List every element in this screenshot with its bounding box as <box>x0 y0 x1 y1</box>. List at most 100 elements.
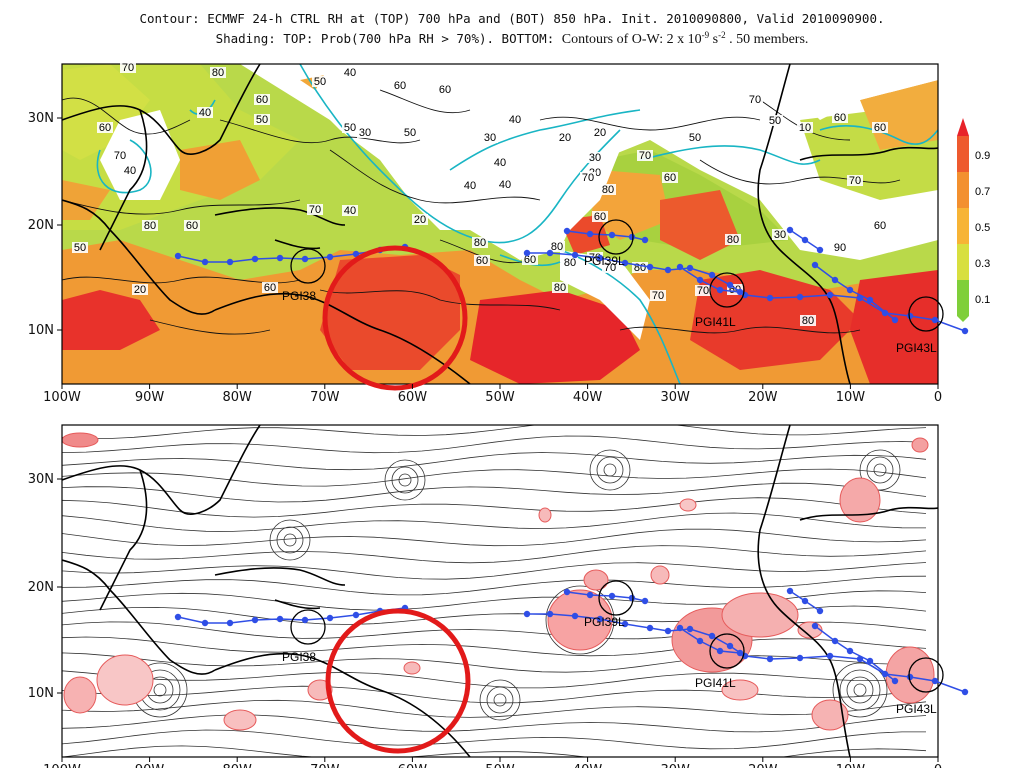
track-point <box>708 632 716 640</box>
contour-label: 80 <box>564 257 576 269</box>
storm-label: PGI43L <box>896 702 937 716</box>
contour-label: 80 <box>602 184 614 196</box>
storm-label: PGI41L <box>695 676 736 690</box>
contour-label: 80 <box>144 220 156 232</box>
lat-tick-label: 20N <box>28 218 54 233</box>
storm-label: PGI38 <box>282 289 316 303</box>
storm-circle <box>598 219 634 255</box>
lon-tick-label: 80W <box>222 390 252 405</box>
track-point <box>226 619 234 627</box>
contour-label: 30 <box>484 132 496 144</box>
streamline-eddy <box>398 473 412 487</box>
track-point <box>563 227 571 235</box>
contour-label: 80 <box>802 315 814 327</box>
streamline-eddy <box>846 676 874 704</box>
track-line <box>679 266 741 293</box>
coastlines <box>62 425 938 757</box>
contour-label: 20 <box>594 127 606 139</box>
track-point <box>326 614 334 622</box>
track-point <box>596 254 604 262</box>
streamline-eddy <box>596 456 624 484</box>
contour-label: 90 <box>834 242 846 254</box>
lon-tick-label: 20W <box>748 763 778 768</box>
track-point <box>811 622 819 630</box>
lon-tick-label: 40W <box>573 763 603 768</box>
track-point <box>831 637 839 645</box>
bottom-panel: PGI38 PGI39L PGI41L PGI43L <box>61 424 969 758</box>
streamline <box>62 729 926 750</box>
track-point <box>586 230 594 238</box>
track-point <box>621 620 629 628</box>
contour-label: 70 <box>849 175 861 187</box>
lon-tick-label: 50W <box>485 763 515 768</box>
contour-label: 30 <box>359 127 371 139</box>
contour-label: 60 <box>264 282 276 294</box>
streamline <box>62 512 927 532</box>
streamline-eddy <box>832 662 888 718</box>
contour-label: 50 <box>256 114 268 126</box>
storm-circle <box>709 633 745 669</box>
track-point <box>621 259 629 267</box>
track-point <box>866 657 874 665</box>
contour-label: 60 <box>594 211 606 223</box>
colorbar: 0.9 0.7 0.5 0.3 0.1 <box>957 118 990 322</box>
track-point <box>726 642 734 650</box>
contour-label: 40 <box>344 67 356 79</box>
lon-tick-label: 100W <box>43 763 81 768</box>
figure-title-line1: Contour: ECMWF 24-h CTRL RH at (TOP) 700… <box>139 11 885 26</box>
streamline <box>62 670 927 689</box>
colorbar-label: 0.1 <box>975 294 990 306</box>
track-point <box>716 286 724 294</box>
track-point <box>523 249 531 257</box>
contour-label: 60 <box>664 172 676 184</box>
contour-label: 80 <box>634 262 646 274</box>
track-point <box>846 286 854 294</box>
contour-label: 60 <box>476 255 488 267</box>
lon-tick-label: 70W <box>310 763 340 768</box>
streamline <box>62 425 927 439</box>
contour-label: 70 <box>652 290 664 302</box>
contour-label: 50 <box>74 242 86 254</box>
streamline <box>62 482 927 503</box>
lat-tick-label: 20N <box>28 580 54 595</box>
track-point <box>352 250 360 258</box>
highlight-circle <box>322 245 468 391</box>
storm-label: PGI38 <box>282 650 316 664</box>
track-point <box>726 281 734 289</box>
lon-tick-label: 30W <box>660 763 690 768</box>
storm-labels: PGI38 PGI39L PGI41L PGI43L <box>282 254 937 355</box>
lon-tick-label: 60W <box>398 763 428 768</box>
track-point <box>676 263 684 271</box>
track-line <box>679 627 741 654</box>
track-point <box>628 233 636 241</box>
contour-label: 40 <box>199 107 211 119</box>
streamline-eddy <box>493 693 507 707</box>
track-point <box>571 612 579 620</box>
track-point <box>523 610 531 618</box>
track-point <box>326 253 334 261</box>
streamline <box>62 636 927 657</box>
lat-tick-label: 10N <box>28 686 54 701</box>
track-point <box>628 594 636 602</box>
track-point <box>571 251 579 259</box>
highlight-circle <box>325 608 471 754</box>
lon-tick-label: 60W <box>398 390 428 405</box>
axes-top: 100W 90W 80W 70W 60W 50W 40W 30W 20W 10W 0 30N 20N 10… <box>28 111 942 405</box>
contour-label: 70 <box>582 172 594 184</box>
track-point <box>641 236 649 244</box>
contour-label: 50 <box>344 122 356 134</box>
track-point <box>796 293 804 301</box>
track-point <box>931 677 939 685</box>
track-point <box>646 263 654 271</box>
track-point <box>686 625 694 633</box>
streamlines <box>62 425 927 757</box>
rh-contours <box>62 89 901 335</box>
track-point <box>276 615 284 623</box>
lon-tick-label: 10W <box>836 390 866 405</box>
contour-label: 60 <box>99 122 111 134</box>
streamline-eddy <box>839 669 881 711</box>
track-point <box>201 619 209 627</box>
track-point <box>796 654 804 662</box>
contour-label: 60 <box>186 220 198 232</box>
